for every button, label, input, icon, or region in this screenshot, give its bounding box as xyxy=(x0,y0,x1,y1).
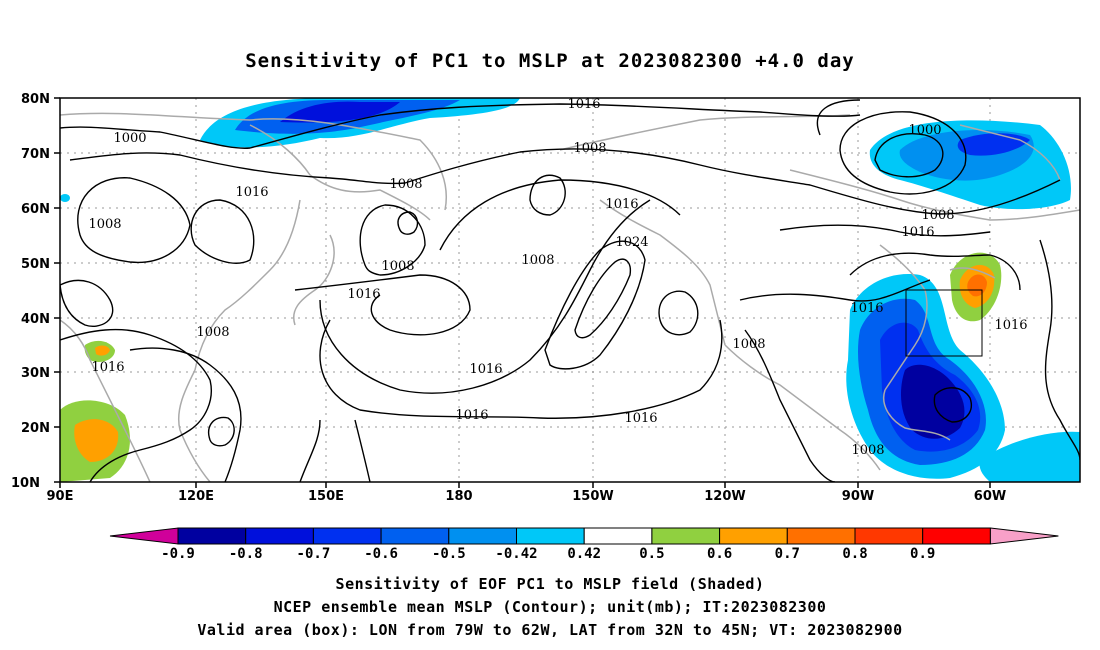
colorbar-swatch xyxy=(719,527,788,545)
latitude-labels: 80N 70N 60N 50N 40N 30N 20N 10N xyxy=(11,92,50,491)
colorbar-tick-label: -0.8 xyxy=(229,546,263,562)
colorbar-swatch xyxy=(922,527,991,545)
contour-label: 1008 xyxy=(573,141,606,156)
colorbar-swatch xyxy=(380,527,450,545)
contour-label: 1000 xyxy=(908,123,941,138)
contour-label: 1008 xyxy=(921,208,954,223)
valid-area-box xyxy=(905,289,983,357)
longitude-labels: 90E 120E 150E 180 150W 120W 90W 60W xyxy=(47,489,1007,504)
lon-label: 90E xyxy=(47,489,74,504)
colorbar-tick-label: 0.7 xyxy=(775,546,800,562)
shade-arctic-core xyxy=(280,101,400,123)
caption-line-3: Valid area (box): LON from 79W to 62W, L… xyxy=(197,621,903,639)
colorbar-tick-label: 0.8 xyxy=(842,546,867,562)
contour-label: 1016 xyxy=(91,360,124,375)
colorbar-labels: -0.9 -0.8 -0.7 -0.6 -0.5 -0.42 0.42 0.5 0.6 0.7 0.… xyxy=(161,546,935,562)
contour-label: 1016 xyxy=(994,318,1027,333)
colorbar-swatch xyxy=(312,527,382,545)
colorbar-tick-label: -0.6 xyxy=(364,546,398,562)
shade-caribbean-blue xyxy=(979,431,1080,482)
caption-line-2: NCEP ensemble mean MSLP (Contour); unit(… xyxy=(273,598,827,616)
lat-label: 40N xyxy=(21,312,50,327)
lon-label: 120W xyxy=(704,489,745,504)
contour-label: 1016 xyxy=(455,408,488,423)
contour-label: 1016 xyxy=(469,362,502,377)
coastlines xyxy=(60,112,1080,482)
colorbar-swatch xyxy=(786,527,856,545)
colorbar-tick-label: 0.9 xyxy=(910,546,935,562)
contour-label: 1008 xyxy=(851,443,884,458)
contour-label: 1016 xyxy=(567,97,600,112)
colorbar-tick-label: -0.7 xyxy=(297,546,331,562)
contour-label: 1016 xyxy=(850,301,883,316)
lat-label: 80N xyxy=(21,92,50,107)
lat-label: 30N xyxy=(21,366,50,381)
colorbar-tick-label: -0.42 xyxy=(495,546,537,562)
caption-line-1: Sensitivity of EOF PC1 to MSLP field (Sh… xyxy=(335,575,765,593)
lon-label: 90W xyxy=(842,489,874,504)
lon-label: 60W xyxy=(974,489,1006,504)
colorbar-tick-label: 0.6 xyxy=(707,546,732,562)
shade-small-blue xyxy=(60,194,70,202)
colorbar-swatch xyxy=(177,527,247,545)
colorbar-tick-label: -0.5 xyxy=(432,546,466,562)
contour-label: 1000 xyxy=(113,131,146,146)
colorbar-low-triangle xyxy=(109,527,179,545)
contour-label: 1016 xyxy=(624,411,657,426)
contour-label: 1008 xyxy=(521,253,554,268)
contour-label: 1016 xyxy=(347,287,380,302)
sensitivity-shading xyxy=(60,98,1080,482)
colorbar-swatch xyxy=(651,527,721,545)
colorbar xyxy=(109,527,1059,545)
lat-label: 50N xyxy=(21,257,50,272)
contour-label: 1016 xyxy=(901,225,934,240)
colorbar-swatch xyxy=(516,527,585,545)
colorbar-swatch xyxy=(854,527,924,545)
lat-label: 60N xyxy=(21,202,50,217)
lon-label: 120E xyxy=(178,489,214,504)
contour-label: 1008 xyxy=(389,177,422,192)
contour-label: 1008 xyxy=(196,325,229,340)
plot-title: Sensitivity of PC1 to MSLP at 2023082300… xyxy=(245,50,855,72)
colorbar-swatch xyxy=(245,527,314,545)
lon-label: 180 xyxy=(445,489,472,504)
colorbar-tick-label: 0.42 xyxy=(567,546,601,562)
contour-label: 1024 xyxy=(615,235,648,250)
lat-label: 20N xyxy=(21,421,50,436)
mslp-contours xyxy=(60,99,1080,482)
colorbar-swatch xyxy=(448,527,517,545)
contour-labels: 1000 1016 1008 1008 1008 1008 1016 1008 … xyxy=(88,97,1027,458)
colorbar-tick-label: 0.5 xyxy=(639,546,664,562)
lat-label: 70N xyxy=(21,147,50,162)
lon-label: 150W xyxy=(572,489,613,504)
contour-label: 1016 xyxy=(235,185,268,200)
colorbar-swatch xyxy=(583,527,653,545)
colorbar-tick-label: -0.9 xyxy=(161,546,195,562)
contour-label: 1016 xyxy=(605,197,638,212)
map-frame xyxy=(59,97,1081,483)
lon-label: 150E xyxy=(308,489,344,504)
contour-label: 1008 xyxy=(381,259,414,274)
contour-label: 1008 xyxy=(88,217,121,232)
shade-india-orange xyxy=(74,419,119,462)
contour-label: 1008 xyxy=(732,337,765,352)
tick-marks xyxy=(54,97,991,488)
shade-burma-orange xyxy=(95,345,110,356)
colorbar-high-triangle xyxy=(989,527,1059,545)
shade-ne-core xyxy=(957,133,1030,156)
lat-label: 10N xyxy=(11,476,40,491)
